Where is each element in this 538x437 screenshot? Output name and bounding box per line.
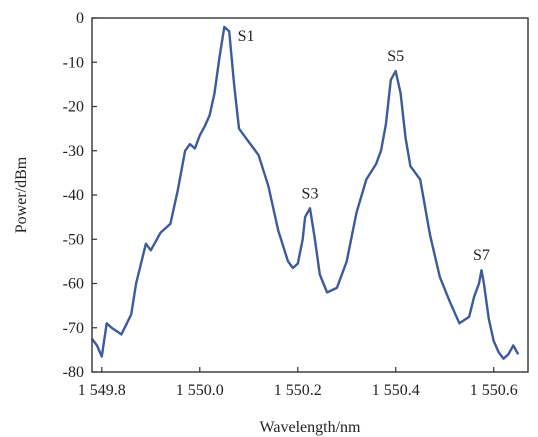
x-axis-ticks: 1 549.8 1 550.0 1 550.2 1 550.4 1 550.6 [78,367,518,399]
y-tick-label: -40 [63,187,84,204]
plot-frame [91,17,529,373]
y-axis-title: Power/dBm [13,156,30,233]
x-tick-label: 1 550.2 [274,382,322,399]
peak-label-s3: S3 [302,185,319,202]
peak-annotations: S1 S3 S5 S7 [238,28,490,264]
x-tick-label: 1 550.6 [470,382,518,399]
spectrum-series-line [91,25,520,360]
y-axis-ticks: 0 -10 -20 -30 -40 -50 -60 -70 -80 [63,10,97,381]
y-tick-label: 0 [76,10,84,27]
peak-label-s1: S1 [238,28,255,45]
y-tick-label: -50 [63,231,84,248]
x-tick-label: 1 549.8 [78,382,126,399]
y-tick-label: -80 [63,364,84,381]
y-tick-label: -10 [63,54,84,71]
peak-label-s7: S7 [473,247,490,264]
y-tick-label: -60 [63,276,84,293]
y-tick-label: -70 [63,320,84,337]
x-tick-label: 1 550.4 [372,382,420,399]
x-tick-label: 1 550.0 [176,382,224,399]
x-axis-title: Wavelength/nm [260,419,361,436]
y-tick-label: -20 [63,99,84,116]
peak-label-s5: S5 [387,48,404,65]
y-tick-label: -30 [63,143,84,160]
